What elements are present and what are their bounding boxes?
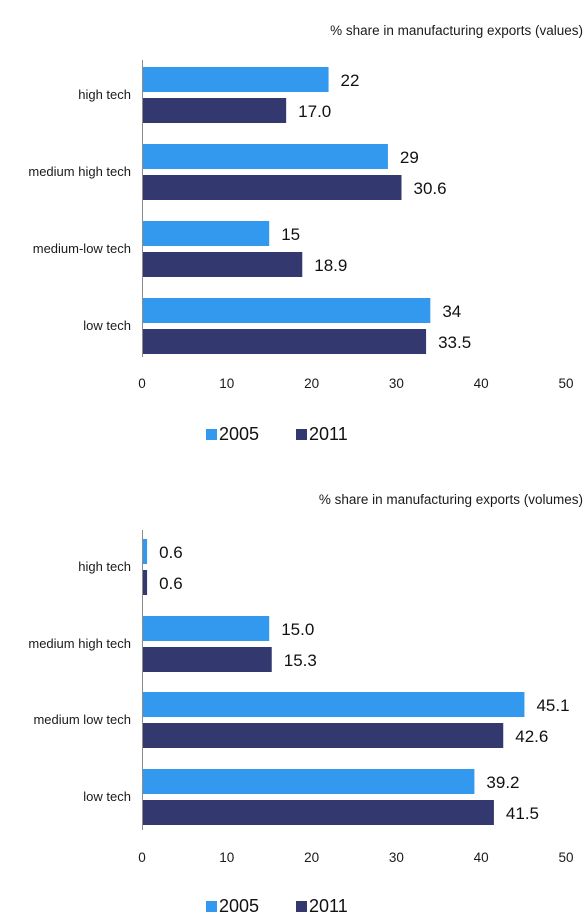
x-tick-label-1: 10	[219, 376, 234, 391]
bar-2011-1	[142, 647, 272, 672]
legend-label-2005: 2005	[219, 424, 259, 444]
x-tick-label-2: 20	[304, 850, 319, 865]
bar-2005-1	[142, 144, 388, 169]
volumes-chart: % share in manufacturing exports (volume…	[28, 492, 583, 916]
value-label-2011-0: 17.0	[298, 102, 331, 121]
bar-2011-2	[142, 252, 303, 277]
bar-2005-0	[142, 539, 148, 564]
chart-title: % share in manufacturing exports (values…	[330, 23, 583, 38]
legend-label-2011: 2011	[309, 896, 348, 916]
category-label-0: high tech	[78, 87, 131, 102]
chart-title: % share in manufacturing exports (volume…	[319, 492, 583, 507]
x-tick-label-5: 50	[558, 850, 573, 865]
category-label-3: low tech	[83, 318, 131, 333]
value-label-2005-2: 45.1	[536, 696, 569, 715]
x-tick-label-3: 30	[389, 376, 404, 391]
bar-2005-2	[142, 221, 270, 246]
value-label-2011-2: 42.6	[515, 727, 548, 746]
category-label-0: high tech	[78, 559, 131, 574]
legend-swatch-2011	[296, 901, 307, 912]
value-label-2005-3: 34	[442, 302, 461, 321]
value-label-2005-0: 0.6	[159, 543, 183, 562]
bar-2011-0	[142, 98, 287, 123]
bar-2011-1	[142, 175, 402, 200]
value-label-2011-0: 0.6	[159, 574, 183, 593]
value-label-2011-1: 15.3	[284, 651, 317, 670]
x-tick-label-4: 40	[474, 376, 489, 391]
x-tick-label-0: 0	[138, 850, 146, 865]
values-chart: % share in manufacturing exports (values…	[28, 23, 583, 444]
category-label-2: medium low tech	[33, 712, 131, 727]
bar-2005-3	[142, 298, 431, 323]
bar-2005-1	[142, 616, 270, 641]
bar-2005-0	[142, 67, 329, 92]
x-tick-label-2: 20	[304, 376, 319, 391]
bar-2011-0	[142, 570, 148, 595]
x-tick-label-3: 30	[389, 850, 404, 865]
category-label-3: low tech	[83, 789, 131, 804]
value-label-2005-2: 15	[281, 225, 300, 244]
x-tick-label-0: 0	[138, 376, 146, 391]
legend-label-2011: 2011	[309, 424, 348, 444]
x-tick-label-4: 40	[474, 850, 489, 865]
value-label-2005-3: 39.2	[486, 773, 519, 792]
bar-2005-3	[142, 769, 475, 794]
legend-swatch-2005	[206, 429, 217, 440]
value-label-2005-1: 15.0	[281, 620, 314, 639]
bar-2011-3	[142, 800, 494, 825]
value-label-2011-1: 30.6	[413, 179, 446, 198]
category-label-2: medium-low tech	[33, 241, 131, 256]
legend-swatch-2005	[206, 901, 217, 912]
bar-2011-3	[142, 329, 427, 354]
legend-swatch-2011	[296, 429, 307, 440]
legend-label-2005: 2005	[219, 896, 259, 916]
bar-2005-2	[142, 692, 525, 717]
category-label-1: medium high tech	[28, 164, 131, 179]
value-label-2011-3: 41.5	[506, 804, 539, 823]
bar-2011-2	[142, 723, 504, 748]
x-tick-label-5: 50	[558, 376, 573, 391]
value-label-2011-3: 33.5	[438, 333, 471, 352]
value-label-2011-2: 18.9	[314, 256, 347, 275]
value-label-2005-1: 29	[400, 148, 419, 167]
category-label-1: medium high tech	[28, 636, 131, 651]
x-tick-label-1: 10	[219, 850, 234, 865]
value-label-2005-0: 22	[341, 71, 360, 90]
